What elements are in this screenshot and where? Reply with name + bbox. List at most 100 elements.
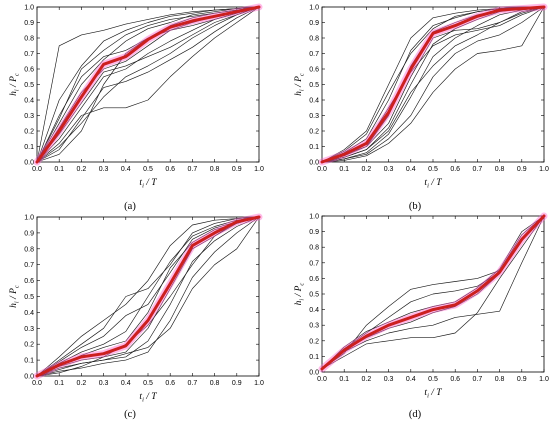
y-tick-label: 0.3 bbox=[24, 113, 34, 120]
y-tick-label: 0.8 bbox=[309, 36, 319, 43]
panel-label-a: (a) bbox=[124, 201, 136, 212]
y-tick-label: 0.4 bbox=[309, 307, 319, 314]
y-tick-label: 0.1 bbox=[24, 358, 34, 365]
series-line-9 bbox=[36, 6, 260, 163]
series-line-2 bbox=[36, 6, 260, 163]
x-tick-label: 0.8 bbox=[495, 166, 505, 173]
x-tick-label: 0.3 bbox=[99, 166, 109, 173]
series-line-11 bbox=[36, 6, 260, 163]
mean-line bbox=[35, 5, 261, 164]
mean-line bbox=[320, 5, 546, 164]
x-tick-label: 0.4 bbox=[406, 166, 416, 173]
x-tick-label: 0.6 bbox=[165, 166, 175, 173]
panel-c: 0.0 0.1 0.2 0.3 0.4 0.5 0.6 0.7 0.8 0.9 1.0 0.0 0.1 0… bbox=[9, 213, 264, 404]
x-tick-label: 0.7 bbox=[188, 380, 198, 387]
y-tick-label: 0.4 bbox=[24, 310, 34, 317]
series-line-3 bbox=[36, 216, 260, 377]
x-tick-label: 1.0 bbox=[254, 380, 264, 387]
y-tick-label: 0.8 bbox=[309, 245, 319, 252]
series-line-11 bbox=[321, 6, 545, 163]
mean-line bbox=[35, 215, 261, 378]
series-line-8 bbox=[36, 216, 260, 377]
y-tick-label: 0.2 bbox=[309, 129, 319, 136]
y-tick-label: 0.2 bbox=[309, 338, 319, 345]
x-tick-label: 0.3 bbox=[384, 376, 394, 383]
panel-label-c: (c) bbox=[124, 409, 136, 420]
x-tick-label: 0.2 bbox=[362, 166, 372, 173]
y-tick-label: 0.6 bbox=[24, 67, 34, 74]
y-tick-label: 0.0 bbox=[309, 160, 319, 167]
y-tick-label: 0.5 bbox=[309, 292, 319, 299]
panel-label-d: (d) bbox=[409, 409, 422, 420]
x-tick-label: 0.3 bbox=[99, 380, 109, 387]
mean-line bbox=[320, 214, 546, 371]
y-tick-label: 0.5 bbox=[24, 82, 34, 89]
panel-b: 0.0 0.1 0.2 0.3 0.4 0.5 0.6 0.7 0.8 0.9 1.0 0.0 0.1 0… bbox=[294, 3, 549, 190]
y-tick-label: 0.7 bbox=[24, 51, 34, 58]
series-line-5 bbox=[321, 215, 545, 370]
x-tick-label: 0.1 bbox=[54, 380, 64, 387]
series-line-6 bbox=[36, 6, 260, 163]
x-tick-label: 0.4 bbox=[121, 166, 131, 173]
y-tick-label: 0.1 bbox=[24, 144, 34, 151]
x-tick-label: 0.1 bbox=[54, 166, 64, 173]
x-tick-label: 0.9 bbox=[232, 380, 242, 387]
panel-d: 0.0 0.1 0.2 0.3 0.4 0.5 0.6 0.7 0.8 0.9 1.0 0.0 0.1 0… bbox=[294, 212, 549, 400]
y-tick-label: 0.9 bbox=[309, 229, 319, 236]
y-tick-label: 0.2 bbox=[24, 129, 34, 136]
y-tick-label: 0.0 bbox=[309, 370, 319, 377]
y-tick-label: 0.8 bbox=[24, 246, 34, 253]
x-tick-label: 0.7 bbox=[188, 166, 198, 173]
x-tick-label: 0.5 bbox=[143, 380, 153, 387]
x-tick-label: 0.3 bbox=[384, 166, 394, 173]
x-tick-label: 0.6 bbox=[450, 376, 460, 383]
y-axis-label: hi / Pc bbox=[9, 285, 21, 308]
y-tick-label: 0.1 bbox=[309, 144, 319, 151]
y-axis-label: hi / Pc bbox=[294, 283, 306, 306]
y-tick-label: 0.4 bbox=[309, 98, 319, 105]
x-axis-label: ti / T bbox=[424, 388, 442, 400]
series-line-2 bbox=[36, 216, 260, 377]
x-axis-label: ti / T bbox=[424, 178, 442, 190]
x-tick-label: 0.5 bbox=[428, 376, 438, 383]
y-tick-label: 0.3 bbox=[309, 113, 319, 120]
series-line-5 bbox=[321, 6, 545, 163]
x-tick-label: 0.7 bbox=[473, 166, 483, 173]
x-tick-label: 0.6 bbox=[165, 380, 175, 387]
series-line-7 bbox=[36, 6, 260, 163]
x-tick-label: 0.0 bbox=[317, 376, 327, 383]
y-tick-label: 1.0 bbox=[309, 214, 319, 221]
y-tick-label: 0.7 bbox=[24, 262, 34, 269]
y-tick-label: 0.3 bbox=[24, 326, 34, 333]
y-tick-label: 0.6 bbox=[24, 278, 34, 285]
x-tick-label: 0.0 bbox=[317, 166, 327, 173]
series-line-3 bbox=[321, 215, 545, 370]
y-tick-label: 0.0 bbox=[24, 374, 34, 381]
panel-a: 0.0 0.1 0.2 0.3 0.4 0.5 0.6 0.7 0.8 0.9 1.0 0.0 0.1 0… bbox=[9, 3, 264, 190]
x-tick-label: 1.0 bbox=[254, 166, 264, 173]
x-tick-label: 0.5 bbox=[143, 166, 153, 173]
x-tick-label: 0.2 bbox=[77, 166, 87, 173]
x-axis-label: ti / T bbox=[139, 178, 157, 190]
y-tick-label: 0.3 bbox=[309, 323, 319, 330]
x-tick-label: 0.2 bbox=[362, 376, 372, 383]
y-tick-label: 1.0 bbox=[309, 5, 319, 12]
y-tick-label: 0.1 bbox=[309, 354, 319, 361]
x-tick-label: 0.0 bbox=[32, 380, 42, 387]
series-line-5 bbox=[36, 216, 260, 377]
x-tick-label: 1.0 bbox=[539, 376, 549, 383]
x-axis-label: ti / T bbox=[139, 392, 157, 404]
y-tick-label: 0.4 bbox=[24, 98, 34, 105]
series-line-10 bbox=[36, 6, 260, 163]
panel-label-b: (b) bbox=[409, 201, 422, 212]
x-tick-label: 0.6 bbox=[450, 166, 460, 173]
x-tick-label: 0.9 bbox=[232, 166, 242, 173]
series-line-10 bbox=[36, 216, 260, 377]
series-line-6 bbox=[321, 215, 545, 370]
y-tick-label: 0.8 bbox=[24, 36, 34, 43]
y-tick-label: 1.0 bbox=[24, 5, 34, 12]
x-tick-label: 0.8 bbox=[495, 376, 505, 383]
x-tick-label: 0.2 bbox=[77, 380, 87, 387]
series-line-10 bbox=[321, 6, 544, 163]
series-line-8 bbox=[321, 6, 545, 163]
